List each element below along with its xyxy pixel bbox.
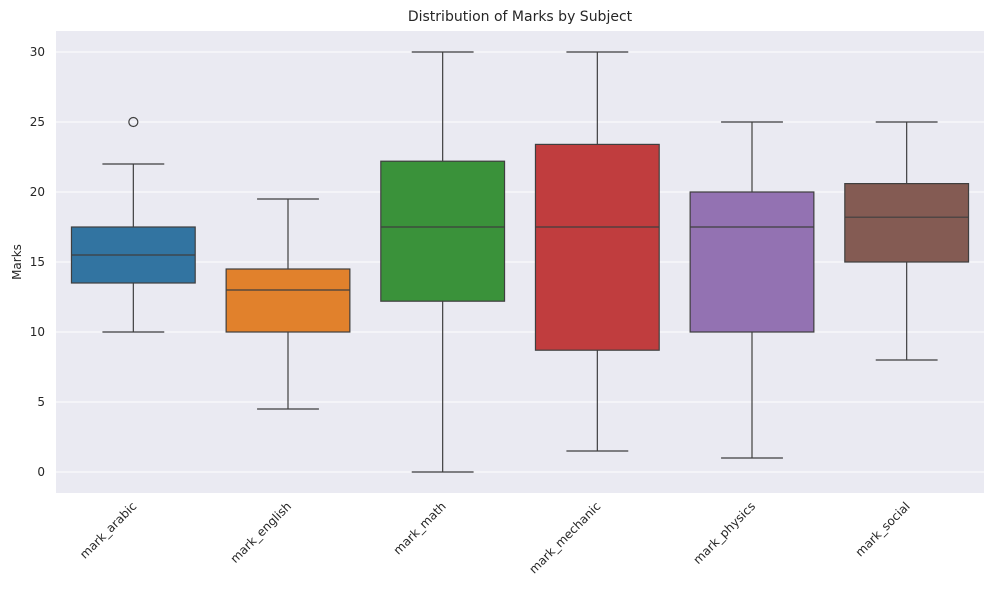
- y-tick-label: 10: [30, 325, 45, 339]
- iqr-box: [534, 143, 660, 351]
- y-tick-label: 5: [37, 395, 45, 409]
- outlier-point: [128, 116, 139, 128]
- box-mark_english: [225, 198, 351, 410]
- x-tick-label: mark_physics: [690, 499, 758, 567]
- box-mark_arabic: [70, 116, 196, 333]
- y-tick-labels: 0 5 10 15 20 25 30: [30, 45, 45, 479]
- y-axis-label: Marks: [10, 244, 24, 280]
- box-mark_math: [380, 51, 506, 473]
- x-tick-label: mark_mechanic: [526, 499, 603, 576]
- iqr-box: [689, 191, 815, 333]
- iqr-box: [844, 183, 970, 263]
- y-tick-label: 15: [30, 255, 45, 269]
- x-tick-label: mark_english: [228, 499, 295, 566]
- box-mark_social: [844, 121, 970, 361]
- iqr-box: [225, 268, 351, 333]
- iqr-box: [380, 160, 506, 302]
- y-tick-label: 25: [30, 115, 45, 129]
- box-mark_mechanic: [534, 51, 660, 452]
- box-mark_physics: [689, 121, 815, 459]
- x-tick-label: mark_math: [391, 499, 449, 557]
- x-tick-labels: mark_arabic mark_english mark_math mark_mec…: [77, 499, 913, 576]
- boxes: [70, 51, 970, 473]
- y-tick-label: 20: [30, 185, 45, 199]
- y-tick-label: 30: [30, 45, 45, 59]
- y-tick-label: 0: [37, 465, 45, 479]
- grid-lines: [56, 51, 984, 473]
- x-tick-label: mark_social: [853, 499, 913, 559]
- x-tick-label: mark_arabic: [77, 499, 139, 561]
- chart-title: Distribution of Marks by Subject: [408, 9, 633, 25]
